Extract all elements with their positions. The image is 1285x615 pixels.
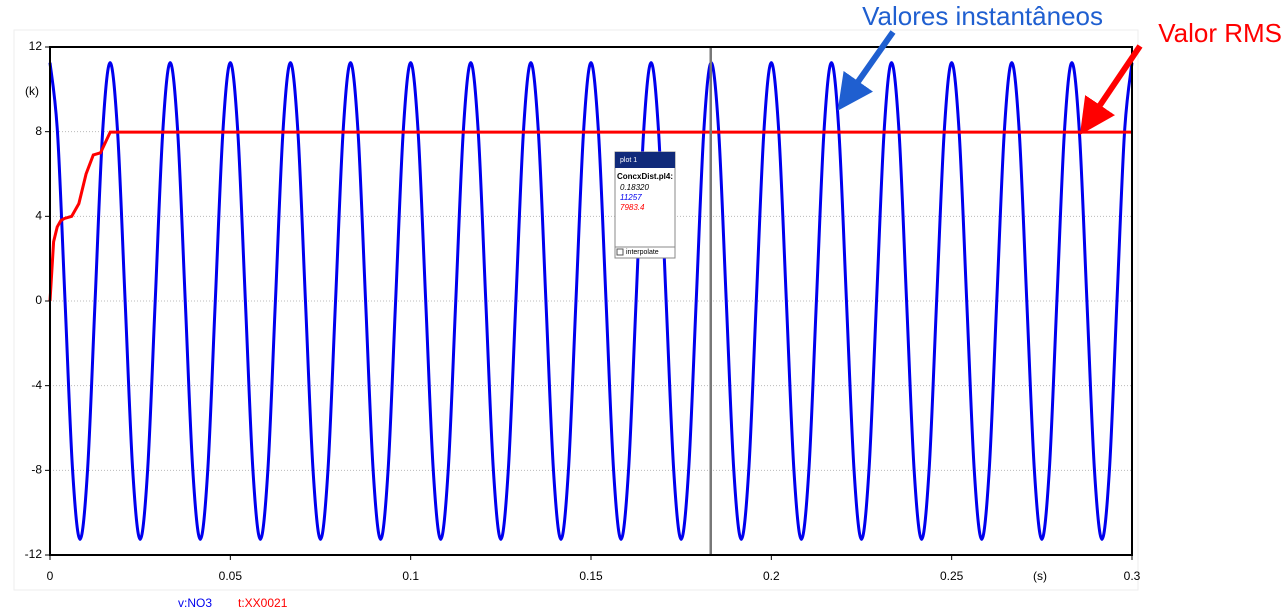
x-tick-label: 0.05 bbox=[219, 569, 243, 583]
arrow bbox=[837, 30, 896, 111]
y-tick-label: 0 bbox=[35, 293, 42, 307]
y-tick-label: 4 bbox=[35, 209, 42, 223]
lines bbox=[48, 47, 1134, 555]
y-tick-label: 8 bbox=[35, 124, 42, 138]
annotation: Valores instantâneos bbox=[862, 1, 1103, 31]
x-tick-label: 0.1 bbox=[402, 569, 419, 583]
legend-entry: t:XX0021 bbox=[238, 596, 288, 610]
arrow bbox=[1079, 44, 1143, 135]
x-tick-label: 0.3 bbox=[1124, 569, 1141, 583]
checkbox[interactable] bbox=[616, 248, 624, 256]
readout-titlebar bbox=[615, 152, 675, 168]
annotation: Valor RMS bbox=[1158, 18, 1282, 48]
checkbox-label[interactable]: interpolate bbox=[626, 249, 659, 256]
grid bbox=[50, 46, 1132, 556]
readout-value: 11257 bbox=[620, 193, 642, 202]
x-axis-label: (s) bbox=[1033, 569, 1047, 583]
series-line bbox=[48, 130, 1132, 302]
readout-time: 0.18320 bbox=[620, 183, 649, 192]
plot-frame bbox=[13, 29, 1139, 591]
x-tick-label: 0.2 bbox=[763, 569, 780, 583]
legend-entry: v:NO3 bbox=[178, 596, 212, 610]
readout-box: plot 1 ConcxDist.pl4: 0.18320 11257 7983… bbox=[614, 151, 676, 259]
readout-title: plot 1 bbox=[620, 157, 637, 164]
y-tick-label: -8 bbox=[31, 463, 42, 477]
y-tick-label: -12 bbox=[25, 547, 43, 561]
x-tick-label: 0.25 bbox=[940, 569, 964, 583]
y-tick-label: -4 bbox=[31, 378, 42, 392]
x-tick-label: 0 bbox=[47, 569, 54, 583]
readout-file: ConcxDist.pl4: bbox=[617, 172, 673, 181]
y-tick-label: 12 bbox=[29, 39, 43, 53]
y-axis-label: (k) bbox=[25, 84, 39, 98]
x-tick-label: 0.15 bbox=[579, 569, 603, 583]
readout-value: 7983.4 bbox=[620, 203, 645, 212]
readout-panel bbox=[614, 151, 676, 259]
series-line bbox=[48, 61, 1134, 541]
